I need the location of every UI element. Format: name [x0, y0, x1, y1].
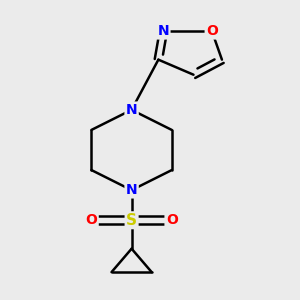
Text: O: O: [85, 213, 98, 227]
Text: N: N: [126, 183, 137, 197]
Text: O: O: [166, 213, 178, 227]
Text: O: O: [206, 24, 218, 38]
Text: N: N: [126, 103, 137, 117]
Text: S: S: [126, 213, 137, 228]
Text: N: N: [158, 24, 169, 38]
